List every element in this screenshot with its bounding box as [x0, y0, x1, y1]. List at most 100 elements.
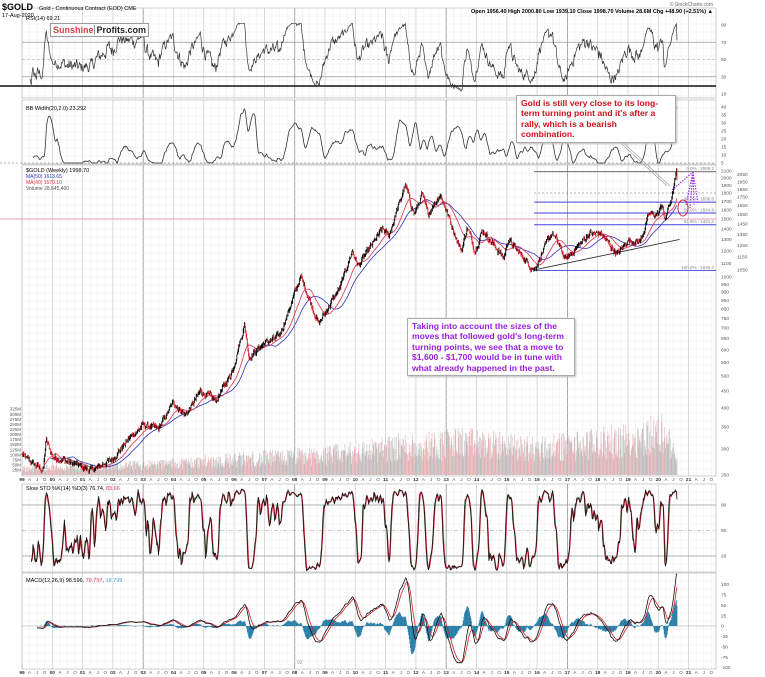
- quarter-label: O: [467, 670, 471, 675]
- bbw-line: [32, 106, 677, 164]
- volume-axis-tick: 275M: [10, 417, 22, 422]
- ma50-label: MA(50) 1613.65: [26, 174, 62, 180]
- quarter-label: O: [588, 477, 592, 482]
- year-label: 03: [141, 670, 147, 676]
- quarter-label: J: [491, 670, 493, 675]
- quarter-label: O: [437, 477, 441, 482]
- quarter-label: J: [642, 477, 644, 482]
- quarter-label: O: [497, 477, 501, 482]
- quarter-label: O: [528, 670, 532, 675]
- quarter-label: O: [376, 477, 380, 482]
- quarter-label: O: [558, 670, 562, 675]
- price-axis-tick: 1250: [737, 243, 748, 249]
- quarter-label: J: [157, 477, 159, 482]
- quarter-label: A: [392, 670, 396, 675]
- price-axis-tick: 2050: [737, 172, 748, 178]
- volume-axis-tick: 25M: [12, 468, 21, 473]
- price-axis-tick: 1100: [721, 261, 732, 267]
- price-axis-tick: 1650: [737, 203, 748, 209]
- quarter-label: A: [270, 670, 274, 675]
- quarter-label: A: [149, 477, 153, 482]
- quarter-label: O: [679, 670, 683, 675]
- quarter-label: A: [483, 670, 487, 675]
- quarter-label: A: [695, 477, 699, 482]
- quarter-label: O: [619, 670, 623, 675]
- quarter-label: A: [543, 477, 547, 482]
- price-axis-tick: 750: [721, 316, 729, 322]
- quarter-label: J: [672, 477, 674, 482]
- quarter-label: O: [43, 670, 47, 675]
- year-label: 07: [262, 477, 268, 483]
- price-axis-tick: 2000: [721, 176, 732, 182]
- quarter-label: J: [36, 670, 38, 675]
- bbw-axis-tick: 25: [721, 129, 727, 135]
- chart-name: Gold - Continuous Contract (EOD) CME: [39, 6, 137, 12]
- quarter-label: O: [649, 477, 653, 482]
- projection-arrow: [671, 171, 699, 209]
- year-label: 16: [534, 477, 540, 483]
- quarter-label: A: [89, 477, 93, 482]
- price-axis-tick: 850: [721, 298, 729, 304]
- volume-axis-tick: 75M: [12, 457, 21, 462]
- price-axis-tick: 2100: [721, 169, 732, 175]
- quarter-label: O: [710, 477, 714, 482]
- quarter-label: O: [104, 670, 108, 675]
- quarter-label: J: [521, 477, 523, 482]
- price-axis-tick: 600: [721, 348, 729, 354]
- quarter-label: J: [157, 670, 159, 675]
- quarter-label: A: [543, 670, 547, 675]
- macd-axis-tick: 50: [721, 603, 727, 609]
- price-axis-tick: 250: [721, 473, 729, 479]
- price-axis-tick: 300: [721, 447, 729, 453]
- quarter-label: J: [309, 670, 311, 675]
- price-axis-tick: 650: [721, 336, 729, 342]
- quarter-label: A: [604, 477, 608, 482]
- quarter-label: O: [407, 670, 411, 675]
- year-label: 21: [686, 477, 692, 483]
- quarter-label: A: [513, 477, 517, 482]
- volume-axis-tick: 125M: [10, 447, 22, 452]
- volume-axis-tick: 150M: [10, 442, 22, 447]
- quarter-label: O: [437, 670, 441, 675]
- quarter-label: A: [361, 670, 365, 675]
- quarter-label: A: [513, 670, 517, 675]
- year-label: 11: [383, 670, 388, 676]
- chart-symbol: $GOLD: [2, 2, 34, 12]
- quarter-label: J: [581, 670, 583, 675]
- panel-frame: [21, 164, 717, 477]
- sto-axis-tick: 50: [721, 528, 727, 534]
- quarter-label: J: [127, 477, 129, 482]
- quarter-label: A: [240, 477, 244, 482]
- year-label: 14: [474, 670, 480, 676]
- year-label: 00: [50, 670, 56, 676]
- year-label: 09: [322, 670, 328, 676]
- year-label: 04: [171, 670, 177, 676]
- volume-label: Volume 28,645,400: [26, 186, 69, 192]
- quarter-label: O: [134, 670, 138, 675]
- quarter-label: O: [376, 670, 380, 675]
- fib-label: 100.0% : 1046.7: [681, 265, 714, 270]
- quarter-label: O: [285, 670, 289, 675]
- quarter-label: A: [634, 477, 638, 482]
- quarter-label: A: [180, 477, 184, 482]
- grid: [21, 8, 716, 669]
- quarter-label: A: [210, 477, 214, 482]
- rsi-axis-tick: 50: [721, 57, 727, 63]
- quarter-label: A: [422, 670, 426, 675]
- bbw-axis-tick: 20: [721, 137, 727, 143]
- year-label: 05: [201, 670, 207, 676]
- price-axis-tick: 1000: [721, 275, 732, 281]
- quarter-label: J: [612, 670, 614, 675]
- quarter-label: O: [255, 477, 259, 482]
- rsi-line: [29, 22, 678, 92]
- quarter-label: A: [483, 477, 487, 482]
- year-label: 02: [110, 477, 116, 483]
- quarter-label: A: [270, 477, 274, 482]
- macd-axis-tick: 100: [721, 582, 729, 588]
- chart-marks: 0.0% : 2089.2 38.2% : 1688.6 50.0% : 1564.…: [0, 22, 716, 664]
- macd-min-label: 92: [297, 660, 303, 666]
- quarter-label: J: [460, 670, 462, 675]
- price-axis-tick: 1150: [737, 255, 748, 261]
- year-label: 13: [444, 670, 450, 676]
- axes: 9070503010403530252015105210020502000195…: [10, 23, 748, 676]
